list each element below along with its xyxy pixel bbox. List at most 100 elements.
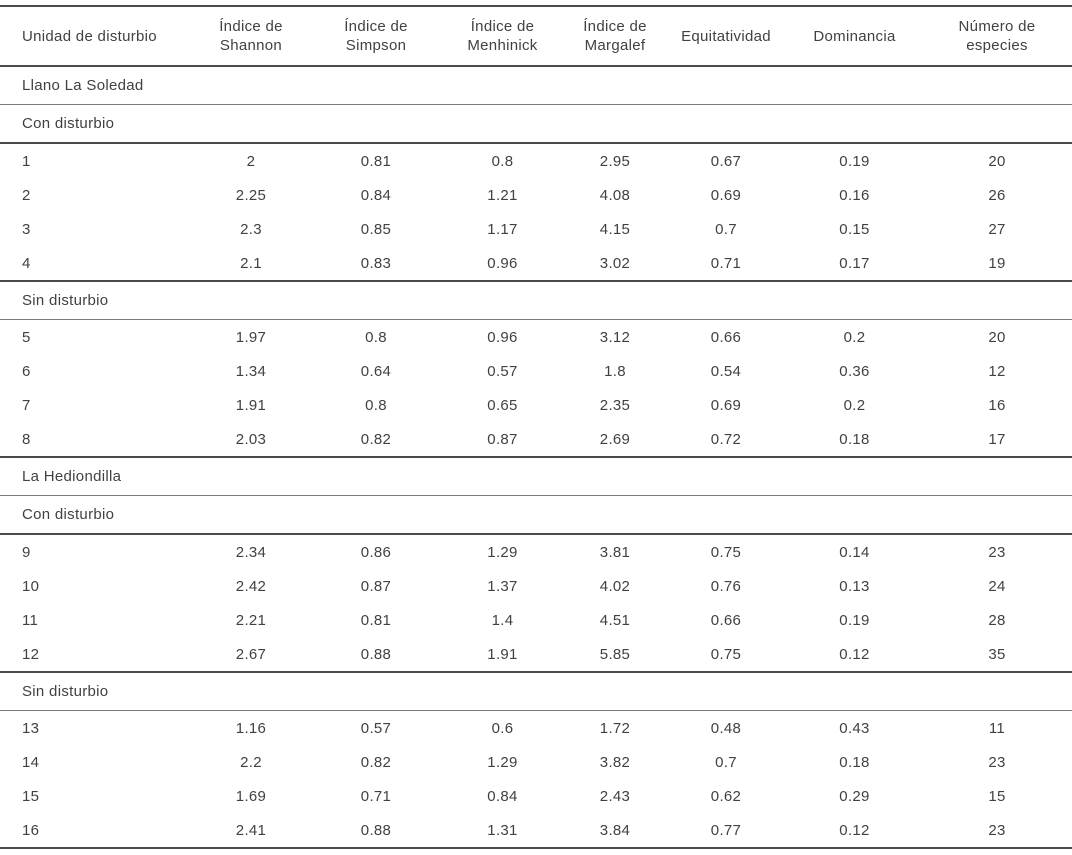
cell-num-especies: 16 — [988, 396, 1006, 414]
cell-unit: 9 — [22, 543, 31, 561]
cell-equitatividad: 0.67 — [710, 152, 742, 170]
cell-shannon: 1.97 — [235, 328, 267, 346]
cell-simpson: 0.84 — [360, 186, 392, 204]
cell-margalef: 3.84 — [599, 821, 631, 839]
column-header-indice-simpson: Índice de Simpson — [344, 18, 408, 54]
cell-menhinick: 1.37 — [487, 577, 518, 595]
cell-dominancia: 0.36 — [839, 362, 870, 380]
cell-simpson: 0.88 — [360, 821, 392, 839]
cell-margalef: 4.15 — [599, 220, 631, 238]
cell-num-especies: 19 — [988, 254, 1006, 272]
cell-menhinick: 0.96 — [487, 254, 518, 272]
cell-menhinick: 1.29 — [487, 753, 518, 771]
column-header-indice-shannon: Índice de Shannon — [219, 18, 283, 54]
cell-shannon: 2.34 — [235, 543, 267, 561]
cell-unit: 15 — [22, 787, 40, 805]
cell-dominancia: 0.2 — [843, 328, 866, 346]
cell-margalef: 4.51 — [599, 611, 631, 629]
cell-unit: 14 — [22, 753, 40, 771]
cell-simpson: 0.85 — [360, 220, 392, 238]
cell-shannon: 2.2 — [240, 753, 262, 771]
cell-unit: 6 — [22, 362, 31, 380]
cell-shannon: 2.41 — [235, 821, 267, 839]
cell-num-especies: 11 — [988, 719, 1006, 737]
cell-margalef: 2.69 — [599, 430, 631, 448]
cell-equitatividad: 0.77 — [710, 821, 742, 839]
table-row-4: 4 2.1 0.83 0.96 3.02 0.71 0.17 19 — [0, 246, 1072, 281]
cell-margalef: 5.85 — [599, 645, 631, 663]
cell-simpson: 0.57 — [360, 719, 392, 737]
cell-shannon: 1.34 — [235, 362, 267, 380]
cell-dominancia: 0.18 — [839, 753, 870, 771]
cell-dominancia: 0.17 — [839, 254, 870, 272]
cell-menhinick: 0.8 — [491, 152, 514, 170]
cell-unit: 5 — [22, 328, 31, 346]
group-label: Sin disturbio — [22, 292, 109, 309]
cell-simpson: 0.71 — [360, 787, 392, 805]
cell-margalef: 2.43 — [599, 787, 631, 805]
cell-margalef: 2.95 — [599, 152, 631, 170]
cell-equitatividad: 0.69 — [710, 396, 742, 414]
cell-menhinick: 0.6 — [491, 719, 514, 737]
diversity-indices-table: Unidad de disturbio Índice de Shannon Ín… — [0, 5, 1072, 849]
table-row-1: 1 2 0.81 0.8 2.95 0.67 0.19 20 — [0, 143, 1072, 178]
region-row-llano-la-soledad: Llano La Soledad — [0, 66, 1072, 105]
cell-unit: 11 — [22, 611, 39, 629]
cell-equitatividad: 0.75 — [710, 543, 742, 561]
cell-equitatividad: 0.76 — [710, 577, 742, 595]
group-label: Con disturbio — [22, 115, 115, 132]
cell-dominancia: 0.19 — [839, 152, 870, 170]
cell-equitatividad: 0.66 — [710, 328, 742, 346]
cell-unit: 12 — [22, 645, 40, 663]
cell-num-especies: 23 — [988, 543, 1006, 561]
cell-dominancia: 0.19 — [839, 611, 870, 629]
cell-unit: 8 — [22, 430, 31, 448]
cell-dominancia: 0.2 — [843, 396, 866, 414]
table-row-2: 2 2.25 0.84 1.21 4.08 0.69 0.16 26 — [0, 178, 1072, 212]
cell-shannon: 1.91 — [235, 396, 267, 414]
table-row-3: 3 2.3 0.85 1.17 4.15 0.7 0.15 27 — [0, 212, 1072, 246]
cell-simpson: 0.64 — [360, 362, 392, 380]
cell-shannon: 2 — [246, 152, 256, 170]
cell-simpson: 0.87 — [360, 577, 392, 595]
region-row-la-hediondilla: La Hediondilla — [0, 457, 1072, 496]
cell-dominancia: 0.15 — [839, 220, 870, 238]
cell-equitatividad: 0.7 — [715, 220, 737, 238]
cell-simpson: 0.82 — [360, 753, 392, 771]
cell-dominancia: 0.12 — [839, 821, 870, 839]
cell-num-especies: 27 — [988, 220, 1006, 238]
cell-shannon: 2.42 — [235, 577, 267, 595]
cell-num-especies: 17 — [988, 430, 1006, 448]
cell-margalef: 2.35 — [599, 396, 631, 414]
region-label: Llano La Soledad — [22, 77, 144, 94]
column-header-numero-especies: Número de especies — [958, 18, 1036, 54]
table-row-14: 14 2.2 0.82 1.29 3.82 0.7 0.18 23 — [0, 745, 1072, 779]
group-row-sin-disturbio-2: Sin disturbio — [0, 672, 1072, 711]
cell-simpson: 0.8 — [365, 328, 387, 346]
cell-unit: 10 — [22, 577, 40, 595]
cell-shannon: 1.16 — [235, 719, 267, 737]
cell-dominancia: 0.12 — [839, 645, 870, 663]
cell-num-especies: 28 — [988, 611, 1006, 629]
cell-unit: 13 — [22, 719, 40, 737]
cell-simpson: 0.88 — [360, 645, 392, 663]
header-row: Unidad de disturbio Índice de Shannon Ín… — [0, 6, 1072, 66]
group-row-sin-disturbio-1: Sin disturbio — [0, 281, 1072, 320]
column-header-indice-menhinick: Índice de Menhinick — [467, 18, 538, 54]
table-row-6: 6 1.34 0.64 0.57 1.8 0.54 0.36 12 — [0, 354, 1072, 388]
cell-equitatividad: 0.62 — [710, 787, 742, 805]
cell-margalef: 3.12 — [599, 328, 631, 346]
cell-equitatividad: 0.72 — [710, 430, 742, 448]
cell-margalef: 4.08 — [599, 186, 631, 204]
cell-equitatividad: 0.71 — [710, 254, 742, 272]
column-header-equitatividad: Equitatividad — [681, 27, 771, 45]
cell-num-especies: 23 — [988, 821, 1006, 839]
cell-menhinick: 1.31 — [487, 821, 518, 839]
cell-simpson: 0.81 — [360, 152, 392, 170]
column-header-dominancia: Dominancia — [813, 27, 896, 45]
cell-unit: 2 — [22, 186, 31, 204]
cell-unit: 1 — [22, 152, 31, 170]
group-row-con-disturbio-2: Con disturbio — [0, 496, 1072, 534]
table-row-16: 16 2.41 0.88 1.31 3.84 0.77 0.12 23 — [0, 813, 1072, 848]
cell-margalef: 1.72 — [599, 719, 631, 737]
